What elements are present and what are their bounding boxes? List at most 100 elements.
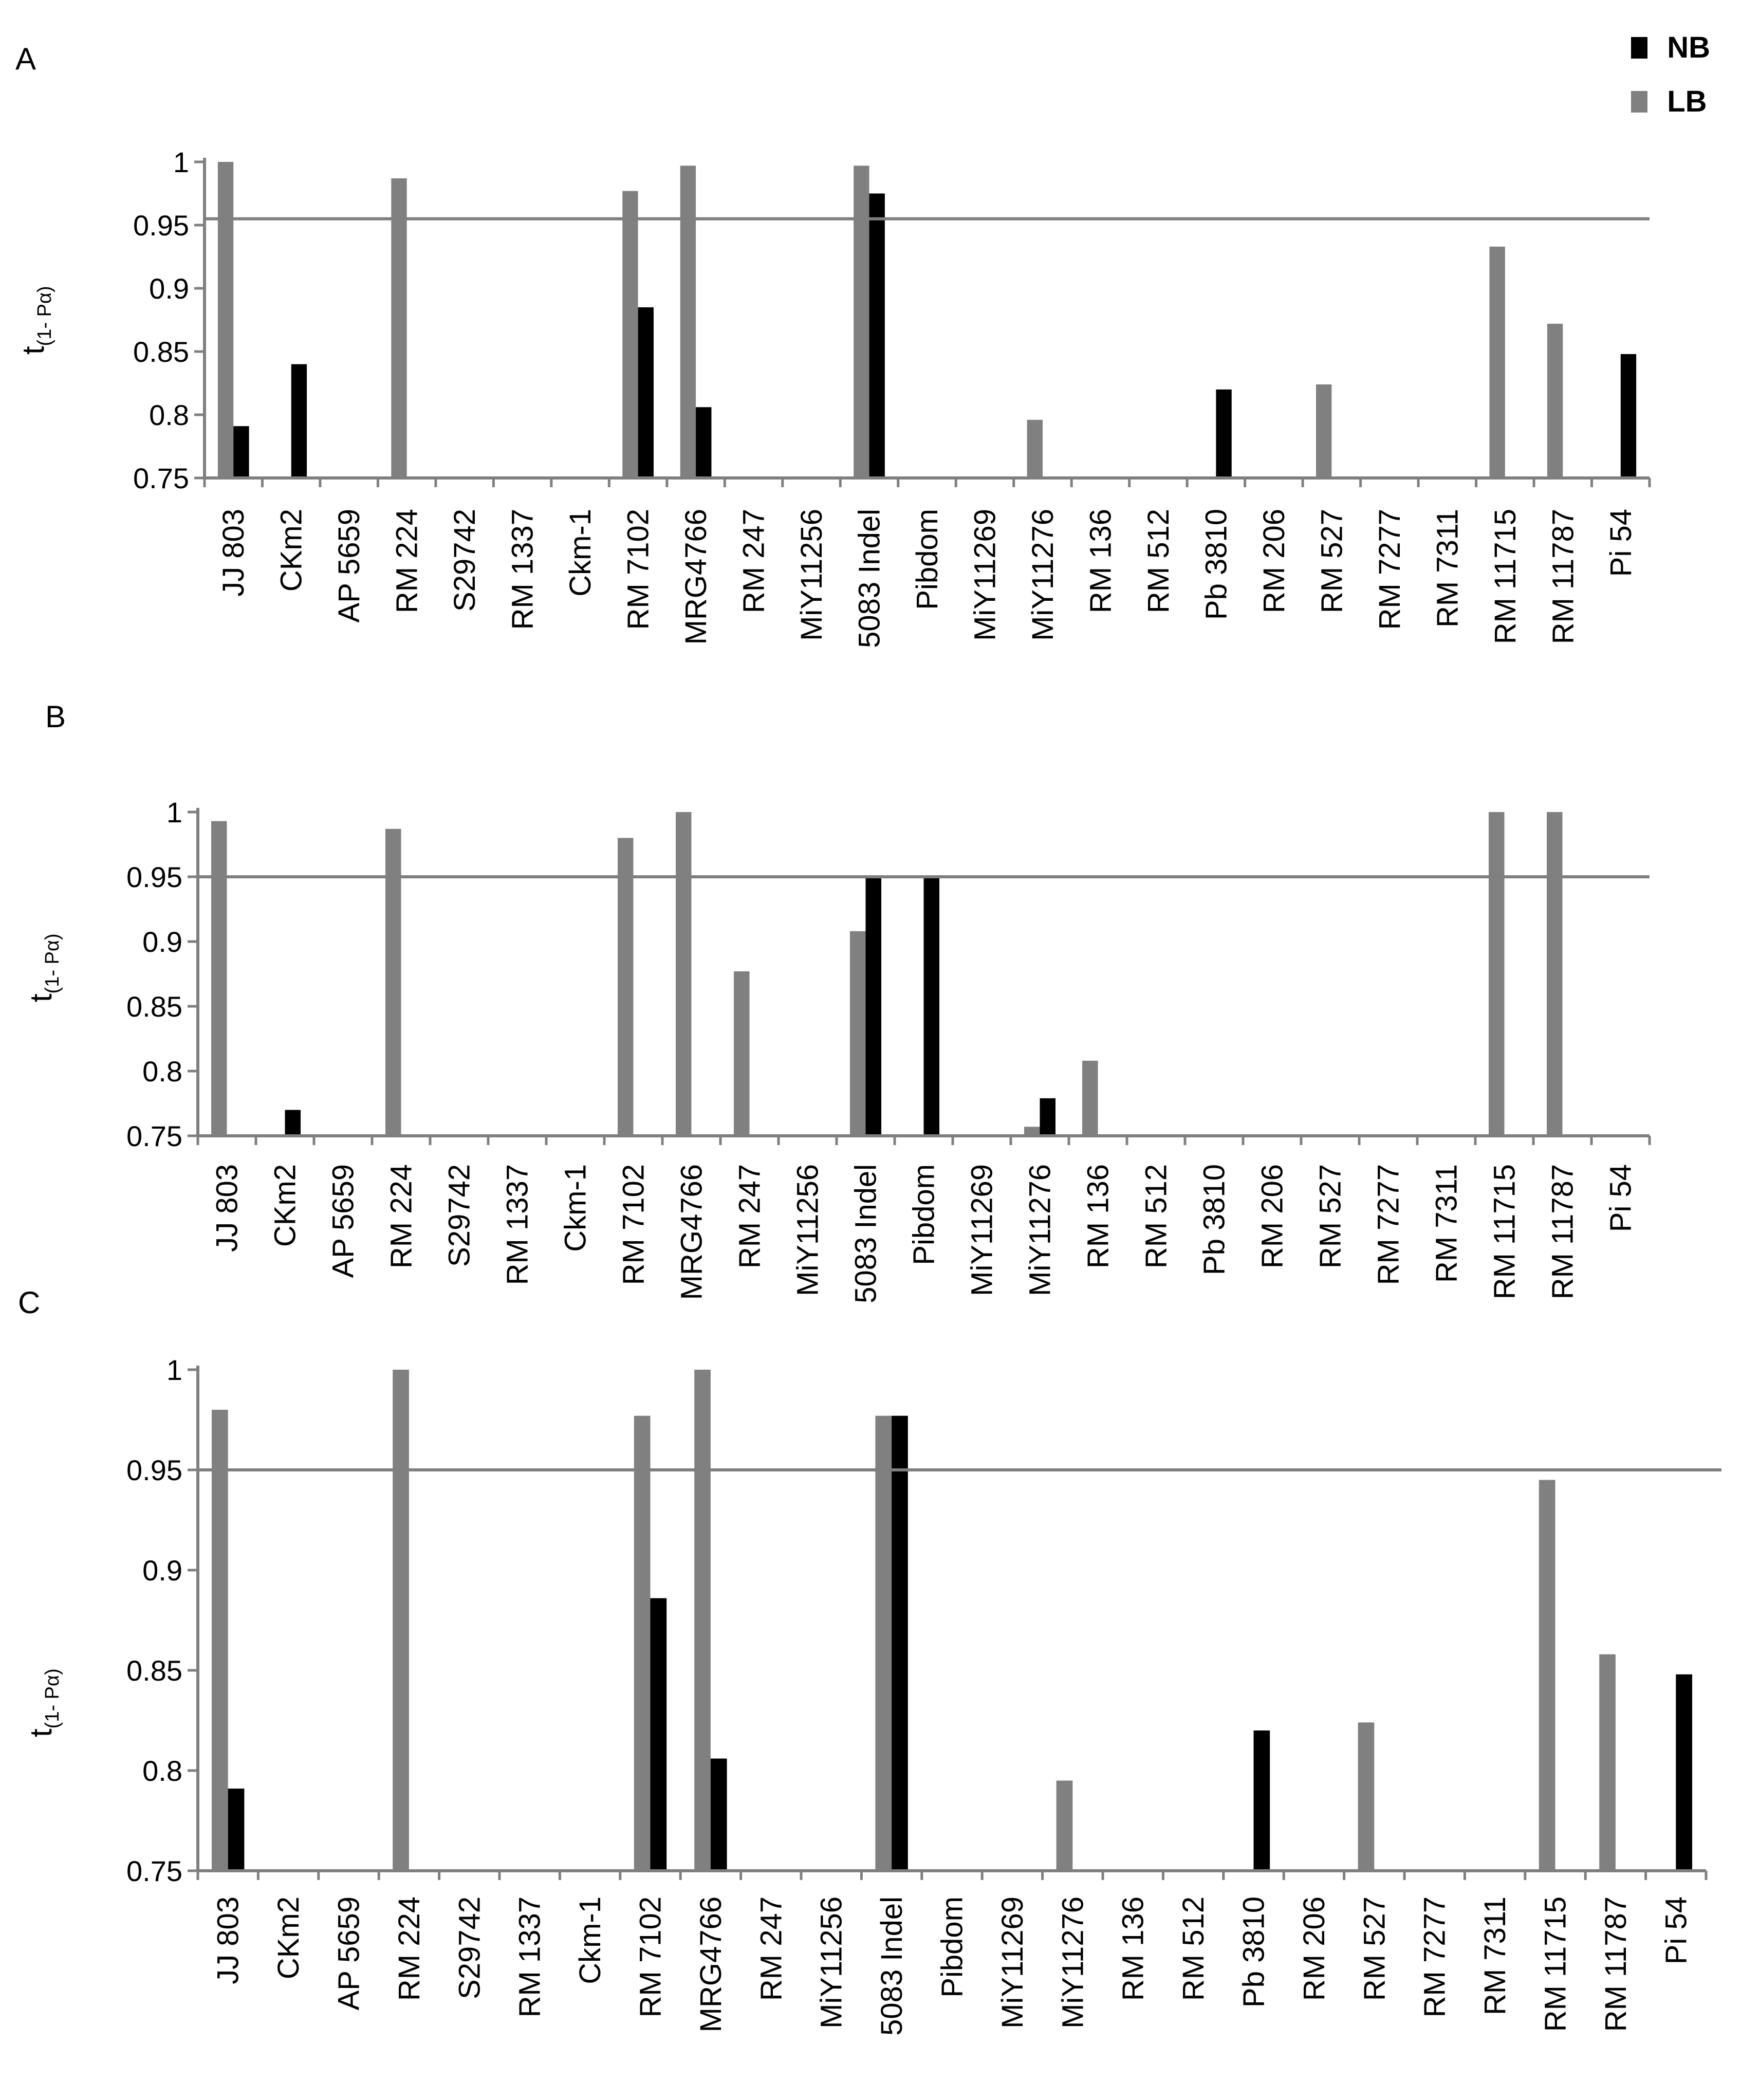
panel-c-x-tick-label: Ckm-1 xyxy=(573,1896,607,1984)
panel-a-y-tick-label: 0.85 xyxy=(133,336,189,368)
panel-b-x-tick-label: RM 7311 xyxy=(1430,1164,1464,1283)
panel-c-bar-nb xyxy=(1676,1674,1692,1871)
panel-c-x-tick-label: RM 527 xyxy=(1358,1896,1391,2001)
panel-a-y-tick-label: 0.75 xyxy=(133,462,189,494)
panel-c-x-tick-label: JJ 803 xyxy=(212,1896,245,1984)
panel-c-x-tick-label: AP 5659 xyxy=(332,1896,366,2010)
panel-a-x-tick-label: RM 11787 xyxy=(1546,509,1580,644)
panel-c-y-tick-label: 0.8 xyxy=(142,1755,182,1787)
panel-a-y-tick-label: 0.9 xyxy=(149,272,189,305)
panel-c-y-tick-label: 1 xyxy=(166,1354,182,1386)
panel-c-x-tick-label: MiY11276 xyxy=(1056,1896,1089,2029)
panel-a-label: A xyxy=(15,42,36,76)
panel-c-x-tick-label: RM 7311 xyxy=(1478,1896,1512,2015)
panel-c-x-tick-label: S29742 xyxy=(453,1896,486,1999)
panel-b-y-tick-label: 0.85 xyxy=(126,990,182,1023)
panel-b-x-tick-label: MiY11276 xyxy=(1024,1164,1057,1296)
panel-a-y-tick-label: 0.8 xyxy=(149,399,189,431)
panel-b-x-tick-label: JJ 803 xyxy=(211,1164,244,1252)
legend-swatch-nb xyxy=(1631,36,1648,59)
panel-c-bar-nb xyxy=(650,1598,667,1871)
panel-a-x-tick-label: CKm2 xyxy=(275,509,308,592)
panel-c-bar-nb xyxy=(892,1415,908,1871)
panel-b-y-tick-label: 1 xyxy=(166,796,182,828)
panel-c-x-tick-label: RM 224 xyxy=(393,1896,426,2001)
panel-a-x-tick-label: RM 206 xyxy=(1257,509,1291,613)
panel-c-x-tick-label: RM 7277 xyxy=(1418,1896,1452,2017)
panel-b-x-tick-label: RM 247 xyxy=(733,1164,767,1268)
panel-a-x-tick-label: Ckm-1 xyxy=(564,509,597,597)
panel-b-x-tick-label: RM 11715 xyxy=(1488,1164,1522,1299)
panel-b-x-tick-label: RM 7277 xyxy=(1372,1164,1405,1285)
panel-b-x-tick-label: 5083 Indel xyxy=(849,1164,883,1303)
panel-b-x-tick-label: RM 11787 xyxy=(1546,1164,1580,1299)
panel-c-bar-nb xyxy=(710,1758,727,1871)
panel-a-bar-nb xyxy=(1620,354,1637,478)
panel-c-y-axis-title: t(1- Pα) xyxy=(24,1668,63,1737)
panel-b-y-axis-title: t(1- Pα) xyxy=(24,933,63,1002)
panel-a-bar-nb xyxy=(233,426,249,478)
panel-c-x-tick-label: Pi 54 xyxy=(1659,1896,1693,1964)
panel-c-x-tick-label: RM 1337 xyxy=(513,1896,547,2017)
panel-a-y-axis-title: t(1- Pα) xyxy=(16,286,55,355)
panel-c-x-tick-label: RM 11787 xyxy=(1599,1896,1633,2032)
panel-a-bar-lb xyxy=(622,191,638,478)
panel-b-bar-lb xyxy=(1024,1127,1040,1136)
panel-a-x-tick-label: MiY11256 xyxy=(795,509,828,641)
panel-b-bar-lb xyxy=(675,812,692,1136)
panel-a-x-tick-label: JJ 803 xyxy=(217,509,250,597)
panel-c-y-tick-label: 0.95 xyxy=(126,1454,182,1486)
panel-a-bar-lb xyxy=(1027,419,1043,478)
panel-a-x-tick-label: MRG4766 xyxy=(679,509,713,644)
panel-b-x-tick-label: AP 5659 xyxy=(327,1164,360,1278)
panel-b-x-tick-label: RM 1337 xyxy=(501,1164,534,1285)
panel-b-y-tick-label: 0.75 xyxy=(126,1120,182,1152)
panel-b-bar-lb xyxy=(1488,812,1505,1136)
panel-c-bar-lb xyxy=(393,1370,409,1871)
panel-c-bar-lb xyxy=(634,1415,651,1871)
panel-a-x-tick-label: Pi 54 xyxy=(1604,509,1638,577)
panel-c-x-tick-label: 5083 Indel xyxy=(875,1896,909,2036)
panel-b-bar-lb xyxy=(211,821,227,1136)
panel-a-bar-lb xyxy=(1547,323,1563,478)
panel-b-x-tick-label: Pibdom xyxy=(907,1164,941,1265)
panel-a-bar-lb xyxy=(391,178,407,478)
panel-c-bar-nb xyxy=(1253,1730,1270,1871)
panel-c-bar-lb xyxy=(1599,1654,1616,1871)
panel-b-x-tick-label: RM 7102 xyxy=(617,1164,651,1285)
legend-swatch-lb xyxy=(1631,90,1648,113)
panel-a-y-tick-label: 0.95 xyxy=(133,209,189,242)
panel-c-x-tick-label: MiY11269 xyxy=(996,1896,1029,2029)
panel-c-x-tick-label: RM 512 xyxy=(1177,1896,1210,2001)
panel-b-bar-lb xyxy=(733,971,750,1136)
panel-a-x-tick-label: RM 136 xyxy=(1084,509,1117,613)
panel-c-bar-lb xyxy=(875,1415,892,1871)
panel-a-x-tick-label: 5083 Indel xyxy=(853,509,886,648)
panel-b-y-tick-label: 0.95 xyxy=(126,861,182,893)
panel-b-label: B xyxy=(45,699,66,734)
panel-b-x-tick-label: RM 512 xyxy=(1140,1164,1173,1268)
panel-b-bar-lb xyxy=(617,838,634,1136)
panel-a-x-tick-label: RM 1337 xyxy=(506,509,540,630)
panel-c-bar-lb xyxy=(1539,1480,1555,1871)
panel-c-bar-lb xyxy=(1056,1780,1073,1871)
panel-c-x-tick-label: Pibdom xyxy=(936,1896,969,1998)
panel-b-x-tick-label: RM 527 xyxy=(1314,1164,1347,1268)
panel-a-x-tick-label: Pibdom xyxy=(911,509,944,610)
panel-a-bar-lb xyxy=(217,162,234,478)
panel-a-x-tick-label: MiY11269 xyxy=(968,509,1002,641)
panel-a-bar-lb xyxy=(680,165,696,478)
panel-a-x-tick-label: AP 5659 xyxy=(332,509,366,622)
panel-b-bar-lb xyxy=(1546,812,1563,1136)
panel-a-bar-nb xyxy=(869,193,885,478)
panel-a-bar-lb xyxy=(1489,246,1505,478)
panel-a-y-tick-label: 1 xyxy=(173,146,189,178)
panel-a-bar-nb xyxy=(291,364,307,478)
panel-b-y-tick-label: 0.8 xyxy=(142,1055,182,1088)
panel-a-x-tick-label: RM 7277 xyxy=(1373,509,1406,630)
panel-a-x-tick-label: RM 11715 xyxy=(1489,509,1522,644)
panel-c-x-tick-label: MiY11256 xyxy=(815,1896,848,2029)
legend-label-lb: LB xyxy=(1667,85,1707,118)
panel-c-y-tick-label: 0.75 xyxy=(126,1855,182,1887)
